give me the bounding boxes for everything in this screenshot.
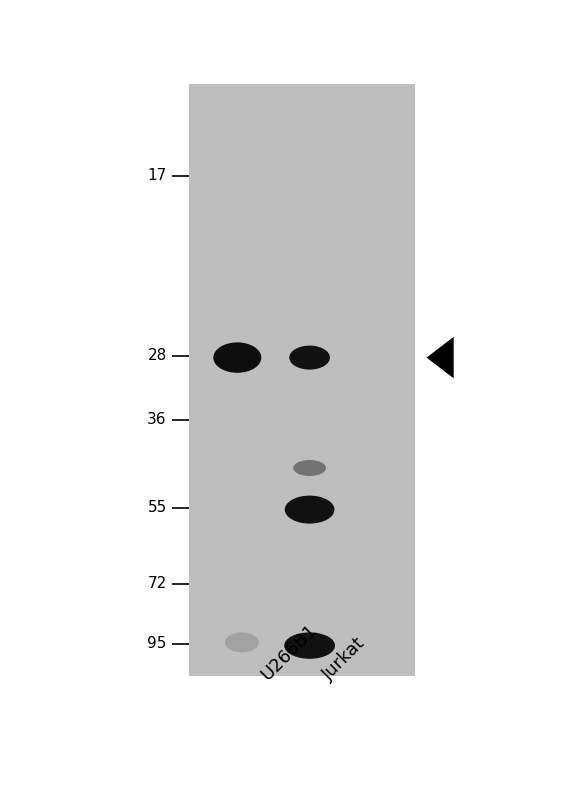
Polygon shape — [427, 337, 454, 378]
Text: 55: 55 — [147, 501, 167, 515]
Text: 28: 28 — [147, 349, 167, 363]
Ellipse shape — [213, 342, 261, 373]
Ellipse shape — [285, 495, 334, 524]
Ellipse shape — [289, 346, 330, 370]
Text: Jurkat: Jurkat — [319, 634, 369, 684]
Text: 72: 72 — [147, 577, 167, 591]
Text: U266B1: U266B1 — [257, 621, 320, 684]
Text: 36: 36 — [147, 413, 167, 427]
Bar — [189, 84, 415, 676]
Ellipse shape — [284, 632, 335, 659]
Ellipse shape — [225, 632, 259, 653]
Text: 17: 17 — [147, 169, 167, 183]
Text: 95: 95 — [147, 637, 167, 651]
Ellipse shape — [293, 460, 326, 476]
